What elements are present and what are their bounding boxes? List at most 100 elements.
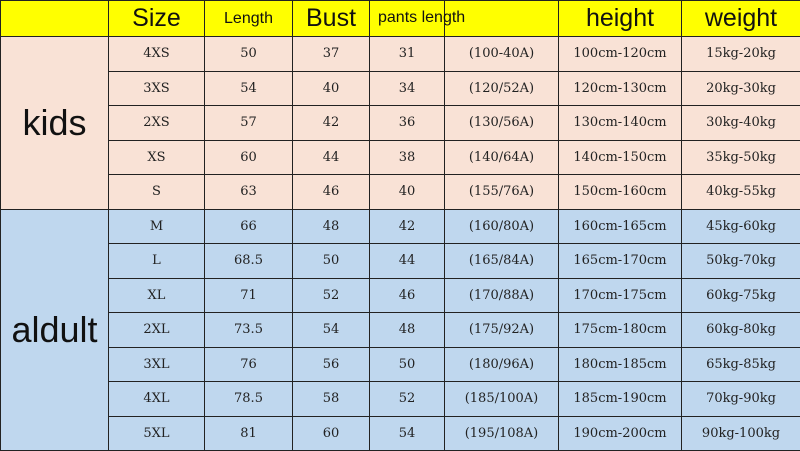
cell-code: (120/52A) <box>445 71 559 106</box>
cell-length: 71 <box>205 278 293 313</box>
cell-pants: 48 <box>370 313 445 348</box>
cell-pants: 34 <box>370 71 445 106</box>
header-bust: Bust <box>293 1 370 37</box>
header-height: height <box>559 1 682 37</box>
cell-code: (160/80A) <box>445 209 559 244</box>
cell-code: (170/88A) <box>445 278 559 313</box>
cell-pants: 54 <box>370 416 445 451</box>
cell-bust: 52 <box>293 278 370 313</box>
cell-code: (155/76A) <box>445 175 559 210</box>
cell-pants: 31 <box>370 37 445 72</box>
cell-code: (100-40A) <box>445 37 559 72</box>
cell-size: XL <box>109 278 205 313</box>
cell-size: 2XL <box>109 313 205 348</box>
cell-length: 50 <box>205 37 293 72</box>
cell-length: 76 <box>205 347 293 382</box>
cell-length: 60 <box>205 140 293 175</box>
cell-height: 120cm-130cm <box>559 71 682 106</box>
cell-length: 66 <box>205 209 293 244</box>
header-pants-length-label: pants length <box>378 9 465 27</box>
cell-size: 3XS <box>109 71 205 106</box>
cell-pants: 40 <box>370 175 445 210</box>
cell-length: 81 <box>205 416 293 451</box>
cell-weight: 90kg-100kg <box>682 416 800 451</box>
cell-height: 190cm-200cm <box>559 416 682 451</box>
header-weight: weight <box>682 1 800 37</box>
cell-weight: 30kg-40kg <box>682 106 800 141</box>
cell-bust: 54 <box>293 313 370 348</box>
cell-weight: 15kg-20kg <box>682 37 800 72</box>
cell-weight: 60kg-75kg <box>682 278 800 313</box>
cell-bust: 42 <box>293 106 370 141</box>
header-pants-length: pants length <box>370 1 445 37</box>
cell-weight: 35kg-50kg <box>682 140 800 175</box>
cell-length: 68.5 <box>205 244 293 279</box>
cell-weight: 65kg-85kg <box>682 347 800 382</box>
cell-code: (130/56A) <box>445 106 559 141</box>
cell-length: 78.5 <box>205 382 293 417</box>
cell-height: 170cm-175cm <box>559 278 682 313</box>
cell-length: 54 <box>205 71 293 106</box>
cell-length: 63 <box>205 175 293 210</box>
cell-size: 4XS <box>109 37 205 72</box>
cell-size: XS <box>109 140 205 175</box>
cell-pants: 38 <box>370 140 445 175</box>
header-size: Size <box>109 1 205 37</box>
cell-pants: 42 <box>370 209 445 244</box>
cell-code: (165/84A) <box>445 244 559 279</box>
cell-code: (195/108A) <box>445 416 559 451</box>
cell-weight: 50kg-70kg <box>682 244 800 279</box>
cell-pants: 46 <box>370 278 445 313</box>
cell-weight: 45kg-60kg <box>682 209 800 244</box>
cell-height: 140cm-150cm <box>559 140 682 175</box>
cell-pants: 50 <box>370 347 445 382</box>
cell-bust: 44 <box>293 140 370 175</box>
cell-size: S <box>109 175 205 210</box>
cell-code: (185/100A) <box>445 382 559 417</box>
header-empty <box>1 1 109 37</box>
cell-weight: 20kg-30kg <box>682 71 800 106</box>
cell-height: 150cm-160cm <box>559 175 682 210</box>
cell-height: 165cm-170cm <box>559 244 682 279</box>
cell-height: 160cm-165cm <box>559 209 682 244</box>
cell-code: (180/96A) <box>445 347 559 382</box>
header-row: Size Length Bust pants length height wei… <box>1 1 800 37</box>
cell-size: 2XS <box>109 106 205 141</box>
cell-size: L <box>109 244 205 279</box>
cell-pants: 52 <box>370 382 445 417</box>
cell-weight: 60kg-80kg <box>682 313 800 348</box>
cell-height: 100cm-120cm <box>559 37 682 72</box>
cell-weight: 70kg-90kg <box>682 382 800 417</box>
header-length: Length <box>205 1 293 37</box>
cell-code: (140/64A) <box>445 140 559 175</box>
cell-bust: 40 <box>293 71 370 106</box>
group-label-kids: kids <box>1 37 109 210</box>
cell-bust: 58 <box>293 382 370 417</box>
cell-bust: 56 <box>293 347 370 382</box>
cell-bust: 60 <box>293 416 370 451</box>
cell-pants: 36 <box>370 106 445 141</box>
cell-height: 175cm-180cm <box>559 313 682 348</box>
cell-weight: 40kg-55kg <box>682 175 800 210</box>
cell-bust: 48 <box>293 209 370 244</box>
cell-height: 180cm-185cm <box>559 347 682 382</box>
cell-bust: 37 <box>293 37 370 72</box>
cell-size: 5XL <box>109 416 205 451</box>
cell-size: 4XL <box>109 382 205 417</box>
cell-size: 3XL <box>109 347 205 382</box>
cell-height: 185cm-190cm <box>559 382 682 417</box>
cell-bust: 50 <box>293 244 370 279</box>
